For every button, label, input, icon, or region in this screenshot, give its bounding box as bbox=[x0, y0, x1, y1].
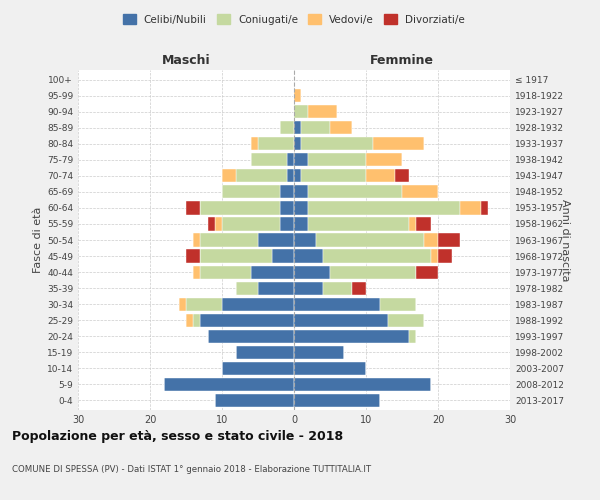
Bar bbox=[424, 234, 438, 246]
Bar bbox=[186, 314, 193, 327]
Bar bbox=[215, 218, 222, 230]
Bar bbox=[272, 250, 294, 262]
Bar bbox=[330, 121, 352, 134]
Bar bbox=[294, 202, 308, 214]
Bar bbox=[215, 394, 294, 407]
Text: Popolazione per età, sesso e stato civile - 2018: Popolazione per età, sesso e stato civil… bbox=[12, 430, 343, 443]
Bar bbox=[200, 314, 294, 327]
Bar bbox=[416, 266, 438, 278]
Bar bbox=[287, 153, 294, 166]
Bar bbox=[308, 202, 460, 214]
Bar bbox=[186, 298, 222, 310]
Bar bbox=[193, 234, 200, 246]
Bar bbox=[301, 170, 366, 182]
Bar bbox=[280, 121, 294, 134]
Bar bbox=[294, 153, 308, 166]
Bar bbox=[402, 186, 438, 198]
Bar bbox=[294, 170, 301, 182]
Bar bbox=[193, 314, 200, 327]
Bar bbox=[222, 218, 280, 230]
Bar bbox=[294, 298, 380, 310]
Bar bbox=[287, 170, 294, 182]
Bar bbox=[308, 105, 337, 118]
Bar bbox=[236, 170, 287, 182]
Bar bbox=[200, 266, 251, 278]
Bar bbox=[208, 218, 215, 230]
Bar bbox=[373, 137, 424, 150]
Bar bbox=[301, 121, 330, 134]
Bar bbox=[179, 298, 186, 310]
Bar bbox=[280, 202, 294, 214]
Bar bbox=[222, 186, 280, 198]
Bar bbox=[409, 218, 416, 230]
Bar bbox=[438, 234, 460, 246]
Bar bbox=[186, 202, 200, 214]
Y-axis label: Fasce di età: Fasce di età bbox=[33, 207, 43, 273]
Bar bbox=[251, 266, 294, 278]
Bar bbox=[258, 234, 294, 246]
Bar bbox=[481, 202, 488, 214]
Bar bbox=[460, 202, 481, 214]
Bar bbox=[294, 362, 366, 375]
Bar bbox=[294, 121, 301, 134]
Bar bbox=[294, 314, 388, 327]
Bar bbox=[395, 170, 409, 182]
Bar bbox=[294, 89, 301, 102]
Bar bbox=[352, 282, 366, 294]
Bar bbox=[164, 378, 294, 391]
Bar bbox=[294, 234, 316, 246]
Bar bbox=[222, 298, 294, 310]
Bar bbox=[438, 250, 452, 262]
Bar bbox=[431, 250, 438, 262]
Bar bbox=[222, 170, 236, 182]
Bar bbox=[416, 218, 431, 230]
Text: COMUNE DI SPESSA (PV) - Dati ISTAT 1° gennaio 2018 - Elaborazione TUTTITALIA.IT: COMUNE DI SPESSA (PV) - Dati ISTAT 1° ge… bbox=[12, 465, 371, 474]
Bar bbox=[294, 250, 323, 262]
Bar bbox=[208, 330, 294, 343]
Bar bbox=[294, 266, 330, 278]
Bar bbox=[294, 105, 308, 118]
Bar bbox=[308, 218, 409, 230]
Bar bbox=[409, 330, 416, 343]
Bar bbox=[301, 137, 373, 150]
Bar bbox=[200, 250, 272, 262]
Bar bbox=[294, 137, 301, 150]
Bar bbox=[236, 282, 258, 294]
Bar bbox=[380, 298, 416, 310]
Bar bbox=[330, 266, 416, 278]
Bar bbox=[251, 137, 258, 150]
Bar bbox=[294, 282, 323, 294]
Bar bbox=[316, 234, 424, 246]
Bar bbox=[366, 170, 395, 182]
Bar bbox=[388, 314, 424, 327]
Bar bbox=[258, 282, 294, 294]
Bar bbox=[294, 378, 431, 391]
Bar bbox=[222, 362, 294, 375]
Bar bbox=[236, 346, 294, 359]
Y-axis label: Anni di nascita: Anni di nascita bbox=[560, 198, 569, 281]
Text: Maschi: Maschi bbox=[161, 54, 211, 67]
Bar bbox=[294, 218, 308, 230]
Bar bbox=[294, 186, 308, 198]
Bar bbox=[308, 153, 366, 166]
Bar bbox=[280, 218, 294, 230]
Bar bbox=[366, 153, 402, 166]
Bar bbox=[294, 394, 380, 407]
Bar bbox=[294, 330, 409, 343]
Bar bbox=[258, 137, 294, 150]
Bar bbox=[251, 153, 287, 166]
Bar bbox=[294, 346, 344, 359]
Bar bbox=[323, 282, 352, 294]
Bar bbox=[193, 266, 200, 278]
Bar bbox=[308, 186, 402, 198]
Legend: Celibi/Nubili, Coniugati/e, Vedovi/e, Divorziati/e: Celibi/Nubili, Coniugati/e, Vedovi/e, Di… bbox=[119, 10, 469, 29]
Bar bbox=[200, 202, 280, 214]
Bar bbox=[323, 250, 431, 262]
Bar bbox=[200, 234, 258, 246]
Bar bbox=[186, 250, 200, 262]
Text: Femmine: Femmine bbox=[370, 54, 434, 67]
Bar bbox=[280, 186, 294, 198]
